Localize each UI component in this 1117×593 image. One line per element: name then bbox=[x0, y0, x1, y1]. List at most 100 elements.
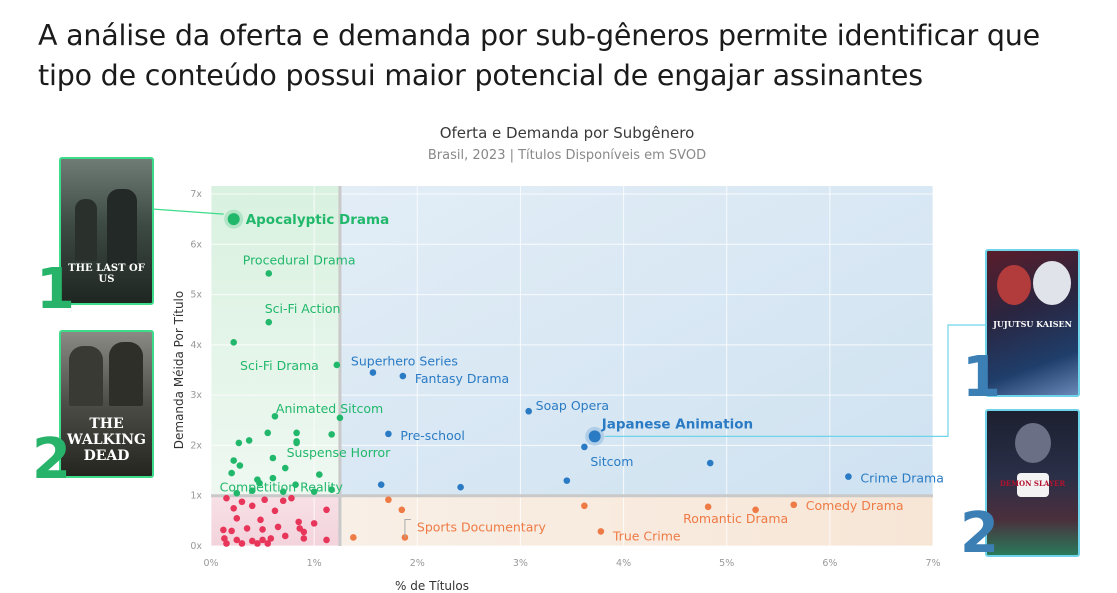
data-point bbox=[399, 372, 407, 380]
data-point bbox=[274, 523, 282, 531]
data-point bbox=[243, 525, 251, 532]
data-point bbox=[310, 520, 318, 527]
data-point bbox=[269, 474, 277, 482]
point-label: Sci-Fi Drama bbox=[240, 358, 319, 373]
x-tick-label: 0% bbox=[203, 558, 218, 569]
data-point bbox=[323, 536, 330, 544]
data-point bbox=[328, 486, 335, 493]
data-point bbox=[279, 497, 287, 505]
point-label: Comedy Drama bbox=[806, 498, 904, 513]
data-point bbox=[233, 489, 241, 497]
point-label: Japanese Animation bbox=[601, 416, 753, 432]
poster-title: DEMON SLAYER bbox=[999, 479, 1066, 488]
data-point bbox=[261, 496, 268, 504]
x-tick-label: 6% bbox=[822, 558, 837, 569]
data-point bbox=[293, 429, 300, 437]
x-tick-label: 1% bbox=[307, 558, 322, 569]
data-point bbox=[300, 535, 308, 542]
data-point bbox=[230, 339, 237, 346]
data-point bbox=[228, 527, 235, 535]
data-point bbox=[328, 431, 335, 438]
quadrant-low-demand-high-supply bbox=[339, 495, 933, 546]
headline: A análise da oferta e demanda por sub-gê… bbox=[38, 19, 1040, 92]
point-label: Sports Documentary bbox=[417, 519, 547, 534]
rank-number: 2 bbox=[32, 427, 71, 492]
label-leader bbox=[404, 518, 411, 538]
y-tick-label: 2x bbox=[190, 440, 202, 451]
data-point bbox=[220, 526, 227, 534]
data-point bbox=[230, 504, 237, 512]
data-point bbox=[581, 443, 588, 451]
data-point bbox=[228, 469, 235, 477]
rank-number: 1 bbox=[962, 345, 1001, 410]
quadrant-low-demand-low-supply bbox=[211, 495, 340, 546]
data-point bbox=[271, 507, 279, 515]
poster-title: THE WALKING DEAD bbox=[67, 416, 147, 464]
x-axis-label: % de Títulos bbox=[395, 579, 469, 593]
data-point bbox=[259, 536, 266, 544]
point-label: Apocalyptic Drama bbox=[246, 212, 390, 228]
point-label: Suspense Horror bbox=[287, 445, 392, 460]
quadrant-high-demand-high-supply bbox=[339, 186, 933, 496]
data-point bbox=[221, 535, 228, 542]
data-point bbox=[223, 494, 230, 502]
data-point bbox=[265, 270, 273, 277]
poster-title: JUJUTSU KAISEN bbox=[993, 319, 1072, 329]
data-point bbox=[269, 454, 277, 462]
point-label: Competition Reality bbox=[220, 480, 344, 495]
y-axis-label: Demanda Méida Por Título bbox=[172, 291, 186, 449]
y-tick-label: 6x bbox=[190, 239, 202, 250]
data-point bbox=[223, 540, 230, 547]
data-point bbox=[752, 506, 759, 514]
data-point bbox=[264, 540, 272, 547]
point-label: Pre-school bbox=[400, 428, 464, 443]
data-point bbox=[230, 457, 237, 464]
poster-last-of-us: THE LAST OF US bbox=[59, 157, 154, 305]
point-label: True Crime bbox=[612, 528, 681, 543]
data-point bbox=[385, 430, 392, 438]
data-point bbox=[281, 532, 289, 540]
data-point bbox=[257, 516, 264, 524]
data-point bbox=[581, 502, 588, 510]
point-label: Sitcom bbox=[590, 454, 633, 469]
y-tick-label: 7x bbox=[190, 189, 202, 200]
data-point bbox=[248, 487, 256, 494]
data-point bbox=[233, 536, 241, 544]
data-point bbox=[238, 540, 246, 547]
chart-title: Oferta e Demanda por Subgênero bbox=[439, 124, 695, 142]
data-point bbox=[295, 518, 302, 526]
data-point bbox=[790, 501, 798, 509]
data-point bbox=[288, 494, 295, 502]
y-tick-label: 3x bbox=[190, 390, 202, 401]
data-point bbox=[398, 506, 406, 514]
data-point bbox=[310, 488, 318, 495]
y-tick-label: 4x bbox=[190, 340, 202, 351]
data-point bbox=[563, 477, 571, 484]
data-point bbox=[256, 479, 263, 487]
point-label: Procedural Drama bbox=[243, 252, 356, 267]
point-label: Crime Drama bbox=[860, 471, 943, 486]
data-point bbox=[300, 528, 308, 536]
connector-line bbox=[604, 324, 985, 437]
data-point-highlight bbox=[588, 430, 601, 443]
data-point bbox=[267, 535, 275, 542]
rank-number: 2 bbox=[960, 501, 999, 566]
x-tick-label: 5% bbox=[719, 558, 734, 569]
data-point bbox=[235, 439, 243, 447]
data-point bbox=[597, 528, 605, 535]
data-point bbox=[525, 407, 532, 415]
rank-number: 1 bbox=[36, 257, 75, 322]
data-point bbox=[845, 473, 852, 480]
y-tick-label: 5x bbox=[190, 290, 202, 301]
poster-walking-dead: THE WALKING DEAD bbox=[59, 330, 154, 478]
data-point bbox=[238, 498, 246, 506]
point-label: Romantic Drama bbox=[683, 511, 788, 526]
data-point bbox=[457, 483, 464, 491]
point-label: Soap Opera bbox=[536, 398, 609, 413]
data-point bbox=[704, 503, 712, 511]
data-point bbox=[248, 537, 256, 545]
data-point bbox=[377, 481, 385, 488]
point-label: Superhero Series bbox=[351, 354, 458, 369]
x-tick-label: 7% bbox=[925, 558, 940, 569]
